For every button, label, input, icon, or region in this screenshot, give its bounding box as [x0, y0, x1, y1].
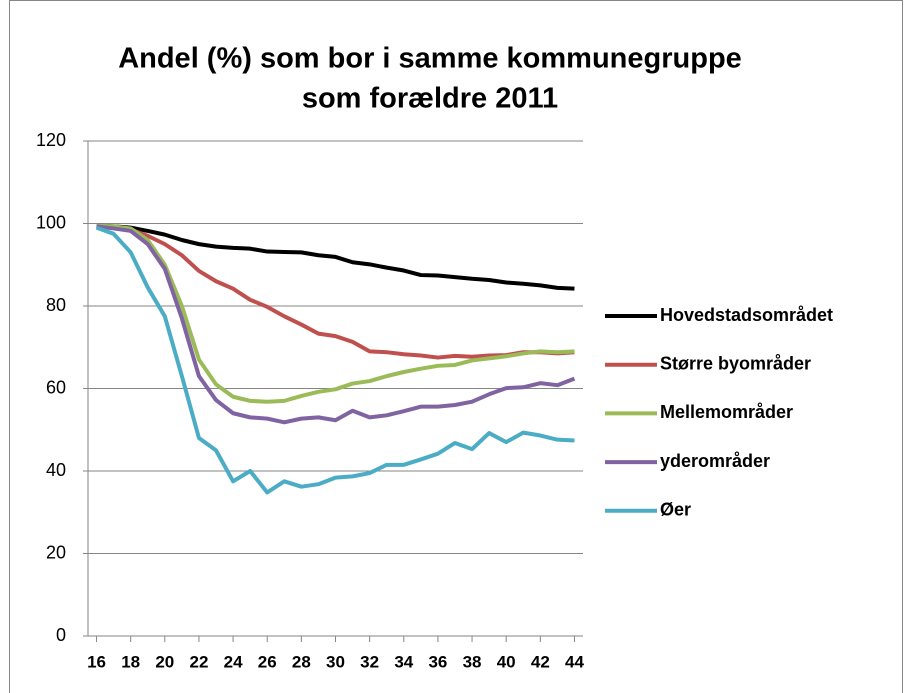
x-tick-label: 16: [87, 652, 106, 671]
legend-label: Større byområder: [660, 353, 811, 373]
y-tick-label: 20: [46, 542, 66, 562]
x-tick-label: 30: [326, 652, 345, 671]
series-line: [96, 223, 575, 360]
x-tick-label: 40: [497, 652, 516, 671]
x-tick-label: 26: [258, 652, 277, 671]
y-tick-label: 0: [56, 625, 66, 645]
legend-label: Hovedstadsområdet: [660, 305, 833, 325]
chart-frame: [9, 0, 903, 693]
legend-label: yderområder: [660, 451, 770, 471]
x-tick-label: 20: [155, 652, 174, 671]
x-tick-label: 36: [428, 652, 447, 671]
series-line: [95, 225, 575, 495]
y-tick-label: 120: [36, 130, 66, 150]
x-tick-label: 42: [531, 652, 550, 671]
x-tick-label: 44: [565, 652, 584, 671]
x-tick-label: 24: [224, 652, 243, 671]
chart-title: Andel (%) som bor i samme kommunegruppe: [118, 43, 742, 75]
chart-title: som forældre 2011: [302, 83, 558, 115]
y-tick-label: 60: [46, 377, 66, 397]
y-tick-label: 100: [36, 212, 66, 232]
x-tick-label: 22: [189, 652, 208, 671]
x-tick-label: 32: [360, 652, 379, 671]
series-line: [96, 223, 575, 291]
legend-label: Mellemområder: [660, 402, 793, 422]
x-tick-label: 38: [463, 652, 482, 671]
y-tick-label: 80: [46, 295, 66, 315]
y-tick-label: 40: [46, 460, 66, 480]
x-tick-label: 18: [121, 652, 140, 671]
series-line: [96, 224, 576, 425]
series-line: [96, 223, 575, 404]
x-tick-label: 28: [292, 652, 311, 671]
legend-label: Øer: [660, 500, 691, 520]
x-tick-label: 34: [394, 652, 413, 671]
